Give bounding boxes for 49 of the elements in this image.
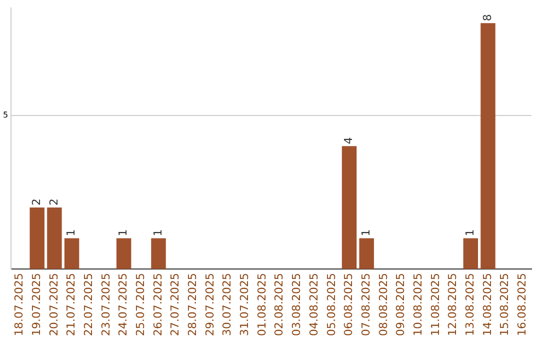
- bar: [47, 208, 62, 270]
- x-tick-label: 02.08.2025: [272, 273, 286, 336]
- data-label: 8: [480, 14, 494, 22]
- x-tick-label: 26.07.2025: [151, 273, 164, 336]
- x-tick-label: 23.07.2025: [99, 273, 112, 336]
- x-tick-label: 01.08.2025: [255, 273, 268, 336]
- x-tick-label: 19.07.2025: [30, 273, 43, 336]
- data-label: 2: [47, 198, 60, 206]
- x-tick-label: 12.08.2025: [446, 273, 460, 336]
- x-tick-label: 31.07.2025: [238, 273, 252, 336]
- x-tick-label: 14.08.2025: [480, 273, 494, 336]
- x-tick-label: 04.08.2025: [307, 273, 320, 336]
- x-tick-label: 22.07.2025: [82, 273, 95, 336]
- data-label: 1: [116, 229, 130, 236]
- x-tick-label: 10.08.2025: [411, 273, 424, 336]
- x-tick-label: 27.07.2025: [168, 273, 182, 336]
- x-tick-label: 07.08.2025: [359, 273, 372, 336]
- bar: [151, 238, 166, 270]
- x-tick-label: 06.08.2025: [342, 273, 356, 336]
- x-tick-label: 18.07.2025: [12, 273, 26, 336]
- bar: [116, 238, 132, 270]
- data-label: 2: [30, 198, 43, 206]
- x-tick-label: 03.08.2025: [290, 273, 304, 336]
- x-tick-label: 21.07.2025: [64, 273, 78, 336]
- x-tick-label: 30.07.2025: [220, 273, 234, 336]
- data-label: 4: [342, 137, 356, 144]
- x-tick-label: 13.08.2025: [464, 273, 476, 336]
- bar: [359, 238, 374, 270]
- bar: [480, 23, 496, 270]
- data-label: 1: [464, 229, 476, 236]
- x-tick-label: 24.07.2025: [116, 273, 130, 336]
- x-tick-label: 25.07.2025: [134, 273, 148, 336]
- x-tick-label: 16.08.2025: [516, 273, 529, 336]
- bar: [342, 146, 357, 270]
- data-label: 1: [64, 229, 78, 236]
- x-tick-label: 28.07.2025: [186, 273, 200, 336]
- x-tick-label: 15.08.2025: [498, 273, 512, 336]
- bar: [64, 238, 80, 270]
- bar: [463, 238, 478, 270]
- x-tick-label: 05.08.2025: [324, 273, 338, 336]
- data-label: 1: [359, 229, 372, 236]
- bar: [30, 208, 44, 270]
- x-tick-label: 09.08.2025: [394, 273, 408, 336]
- data-label: 1: [151, 229, 164, 236]
- y-tick-label: 5: [2, 110, 8, 120]
- x-tick-label: 11.08.2025: [428, 273, 442, 336]
- x-tick-label: 08.08.2025: [376, 273, 390, 336]
- x-tick-label: 29.07.2025: [203, 273, 216, 336]
- x-tick-label: 20.07.2025: [47, 273, 60, 336]
